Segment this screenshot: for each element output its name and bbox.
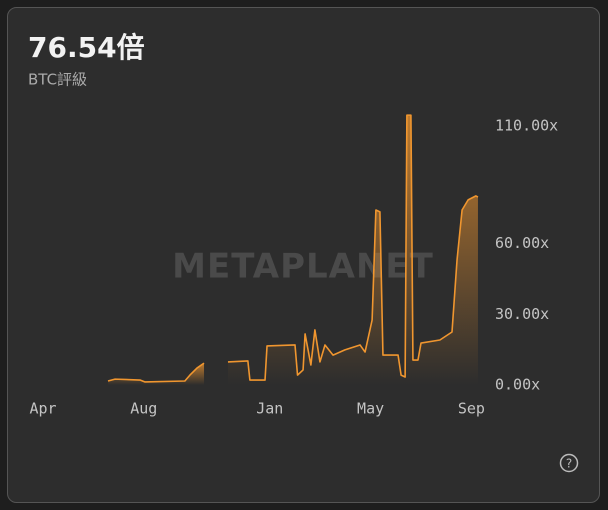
line [227, 114, 479, 381]
x-tick-label: Apr [29, 400, 56, 418]
x-tick-label: Jan [256, 400, 283, 418]
line [107, 362, 205, 383]
y-tick-label: 110.00x [495, 116, 558, 134]
svg-text:?: ? [566, 457, 572, 471]
x-tick-label: Aug [130, 400, 157, 418]
area [227, 115, 478, 385]
watermark: METAPLANET [172, 247, 434, 287]
subtitle: BTC評級 [28, 71, 87, 89]
y-tick-label: 0.00x [495, 376, 540, 394]
help-icon[interactable]: ? [559, 453, 579, 473]
x-tick-label: May [357, 400, 384, 418]
y-tick-label: 60.00x [495, 234, 549, 252]
title: 76.54倍 [28, 31, 145, 64]
x-tick-label: Sep [458, 400, 485, 418]
area [108, 363, 205, 385]
y-tick-label: 30.00x [495, 305, 549, 323]
